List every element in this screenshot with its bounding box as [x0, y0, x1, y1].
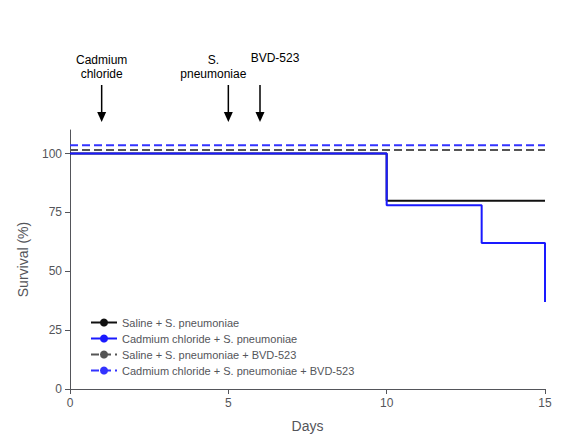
- svg-text:15: 15: [538, 396, 552, 410]
- svg-text:pneumoniae: pneumoniae: [180, 67, 246, 81]
- svg-text:chloride: chloride: [81, 67, 123, 81]
- svg-text:Cadmium chloride + S. pneumoni: Cadmium chloride + S. pneumoniae + BVD-5…: [122, 365, 354, 377]
- svg-text:BVD-523: BVD-523: [251, 51, 300, 65]
- svg-text:25: 25: [49, 323, 63, 337]
- svg-text:Saline + S. pneumoniae + BVD-5: Saline + S. pneumoniae + BVD-523: [122, 349, 296, 361]
- svg-text:Cadmium chloride + S. pneumoni: Cadmium chloride + S. pneumoniae: [122, 333, 297, 345]
- svg-text:0: 0: [55, 382, 62, 396]
- svg-text:100: 100: [42, 147, 62, 161]
- svg-text:S.: S.: [208, 53, 219, 67]
- svg-text:10: 10: [380, 396, 394, 410]
- svg-text:Days: Days: [292, 418, 324, 434]
- svg-text:Cadmium: Cadmium: [76, 53, 127, 67]
- svg-text:Saline + S. pneumoniae: Saline + S. pneumoniae: [122, 317, 239, 329]
- svg-text:75: 75: [49, 205, 63, 219]
- svg-text:0: 0: [67, 396, 74, 410]
- svg-text:5: 5: [225, 396, 232, 410]
- svg-text:50: 50: [49, 264, 63, 278]
- svg-text:Survival (%): Survival (%): [15, 222, 31, 297]
